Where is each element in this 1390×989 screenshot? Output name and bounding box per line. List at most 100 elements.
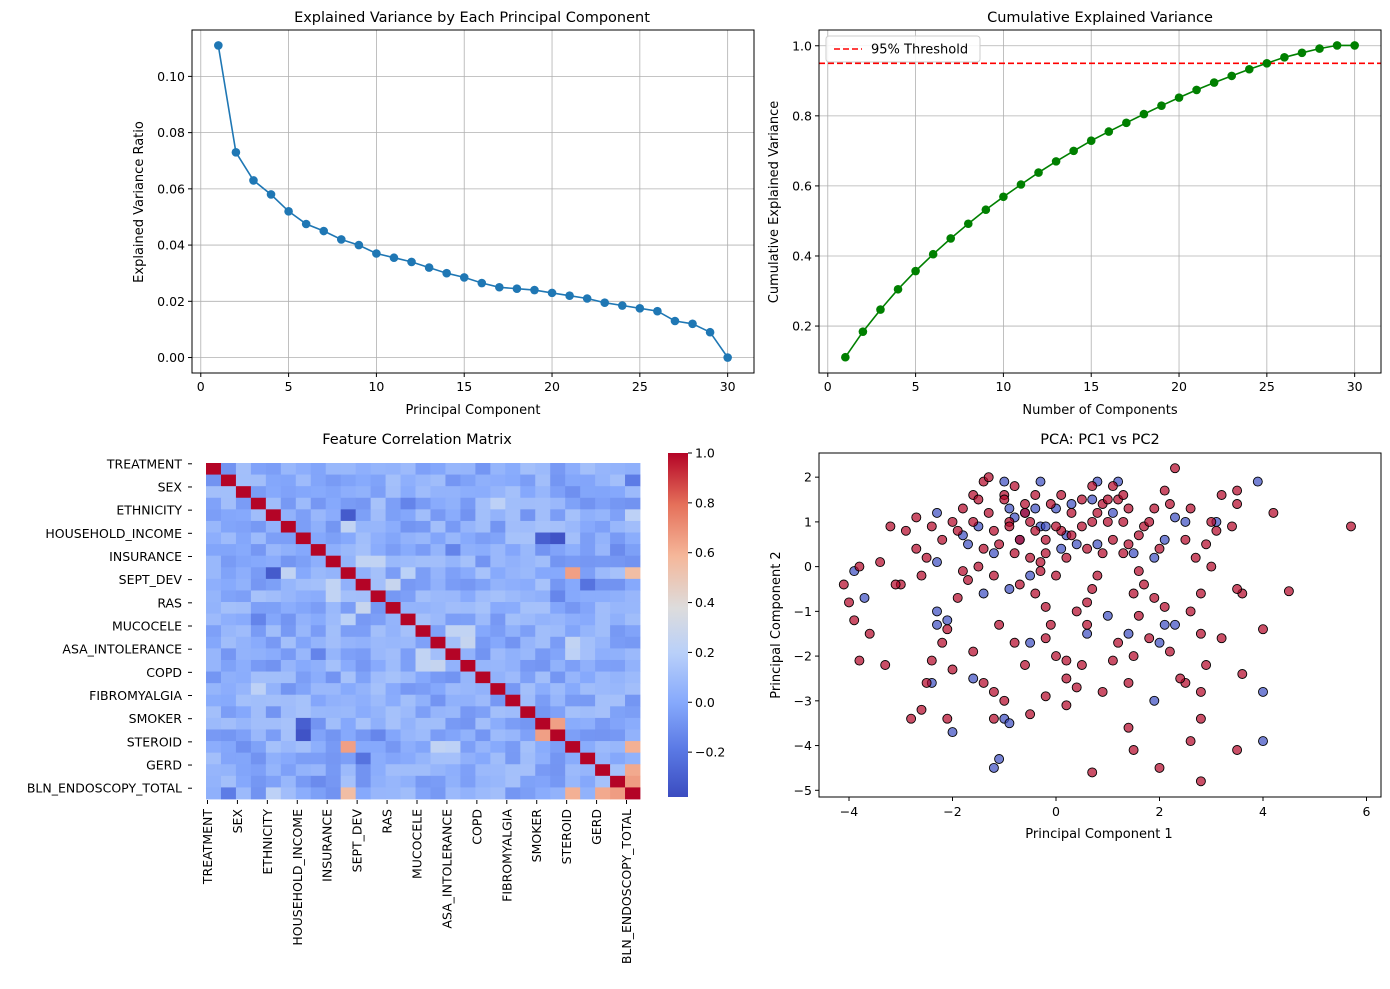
heatmap-cell: [520, 520, 536, 533]
scatter-point-red: [1082, 619, 1093, 630]
heatmap-cell: [310, 694, 327, 707]
heatmap-cell: [565, 729, 581, 742]
heatmap-cell: [490, 567, 506, 580]
scatter-point-red: [844, 597, 854, 608]
scatter-point-red: [1076, 494, 1087, 505]
heatmap-cell: [445, 752, 461, 765]
heatmap-cell: [610, 636, 626, 649]
heatmap-cell: [475, 486, 491, 499]
heatmap-cell: [520, 613, 536, 626]
heatmap-cell: [565, 648, 581, 661]
heatmap-cell: [295, 520, 312, 533]
colorbar-tick-label: 0.0: [695, 695, 715, 710]
heatmap-cell: [565, 717, 581, 730]
heatmap-cell: [310, 775, 327, 788]
scatter-point-blue: [1258, 686, 1268, 697]
scatter-point-blue: [1082, 628, 1093, 639]
heatmap-cell: [415, 683, 431, 696]
heatmap-cell: [520, 706, 536, 719]
scatter-point-red: [1258, 624, 1268, 635]
data-point: [841, 352, 850, 362]
scatter-point-red: [916, 570, 927, 581]
heatmap-cell: [385, 463, 401, 475]
heatmap-cell: [460, 717, 476, 730]
scatter-point-red: [1020, 499, 1030, 509]
data-point: [1157, 101, 1166, 110]
x-tick-label: 10: [995, 379, 1011, 394]
scatter-point-red: [1216, 490, 1227, 500]
heatmap-cell: [490, 648, 506, 661]
heatmap-cell: [385, 648, 401, 661]
heatmap-cell: [595, 532, 611, 545]
scatter-point-red: [1025, 552, 1036, 563]
x-tick-label: COPD: [469, 809, 484, 845]
data-point: [1297, 48, 1307, 58]
heatmap-cell: [610, 463, 626, 475]
heatmap-cell: [550, 764, 566, 777]
heatmap-cell: [580, 544, 596, 557]
scatter-point-red: [957, 503, 968, 514]
heatmap-cell: [250, 683, 267, 696]
heatmap-cell: [340, 625, 357, 638]
heatmap-cell: [310, 683, 327, 696]
heatmap-cell: [610, 775, 626, 788]
data-point: [653, 306, 662, 316]
heatmap-cell: [520, 729, 536, 742]
data-point: [928, 249, 938, 259]
scatter-point-red: [1087, 481, 1098, 492]
y-axis-ticks: 0.2 0.4 0.6 0.8 1.0: [792, 38, 819, 334]
colorbar-tick-label: 0.2: [695, 645, 715, 660]
heatmap-cell: [250, 717, 267, 730]
heatmap-cell: [565, 532, 581, 545]
y-tick-label: FIBROMYALGIA: [89, 688, 182, 703]
scatter-point-red: [1123, 722, 1134, 733]
scatter-point-red: [1195, 588, 1206, 599]
scatter-point-red: [1004, 521, 1015, 532]
heatmap-cell: [445, 625, 461, 638]
heatmap-cell: [280, 775, 297, 788]
heatmap-cell: [220, 590, 237, 603]
heatmap-cell: [430, 532, 446, 545]
heatmap-cell: [206, 752, 222, 765]
heatmap-cell: [220, 659, 237, 672]
heatmap-cell: [520, 486, 536, 499]
x-tick-label: 0: [197, 379, 205, 394]
heatmap-cell: [565, 636, 581, 649]
heatmap-cell: [340, 613, 357, 626]
heatmap-cell: [460, 463, 476, 475]
heatmap-cell: [206, 463, 222, 475]
heatmap-cell: [310, 671, 327, 684]
heatmap-cell: [295, 648, 312, 661]
colorbar-tick-label: 0.4: [695, 595, 715, 610]
heatmap-cell: [235, 520, 252, 533]
colorbar-tick-label: 0.8: [695, 495, 715, 510]
heatmap-cell: [505, 694, 521, 707]
heatmap-cell: [295, 463, 312, 475]
heatmap-cell: [535, 741, 551, 754]
scatter-point-blue: [1071, 539, 1082, 550]
heatmap-cell: [490, 590, 506, 603]
scatter-point-red: [1123, 503, 1134, 514]
heatmap-cell: [535, 706, 551, 719]
scatter-point-red: [1128, 651, 1139, 662]
heatmap-cell: [565, 602, 581, 615]
heatmap-cell: [206, 509, 222, 522]
heatmap-cell: [250, 625, 267, 638]
heatmap-cell: [490, 671, 506, 684]
heatmap-cell: [625, 787, 641, 800]
heatmap-cell: [475, 717, 491, 730]
heatmap-cell: [280, 706, 297, 719]
x-axis-ticks: 0 5 10 15 20 25 30: [824, 373, 1363, 394]
heatmap-cell: [490, 509, 506, 522]
heatmap-cell: [400, 590, 416, 603]
x-tick-label: SMOKER: [529, 809, 544, 863]
scatter-point-red: [1040, 601, 1051, 612]
heatmap-cell: [580, 764, 596, 777]
heatmap-cell: [565, 752, 581, 765]
scatter-point-red: [916, 704, 927, 715]
heatmap-cell: [610, 694, 626, 707]
scatter-point-red: [952, 525, 963, 536]
heatmap-cell: [610, 520, 626, 533]
y-axis-ticks: TREATMENT SEX ETHNICITY HOUSEHOLD_INCOME INS…: [27, 456, 192, 796]
heatmap-cell: [295, 636, 312, 649]
